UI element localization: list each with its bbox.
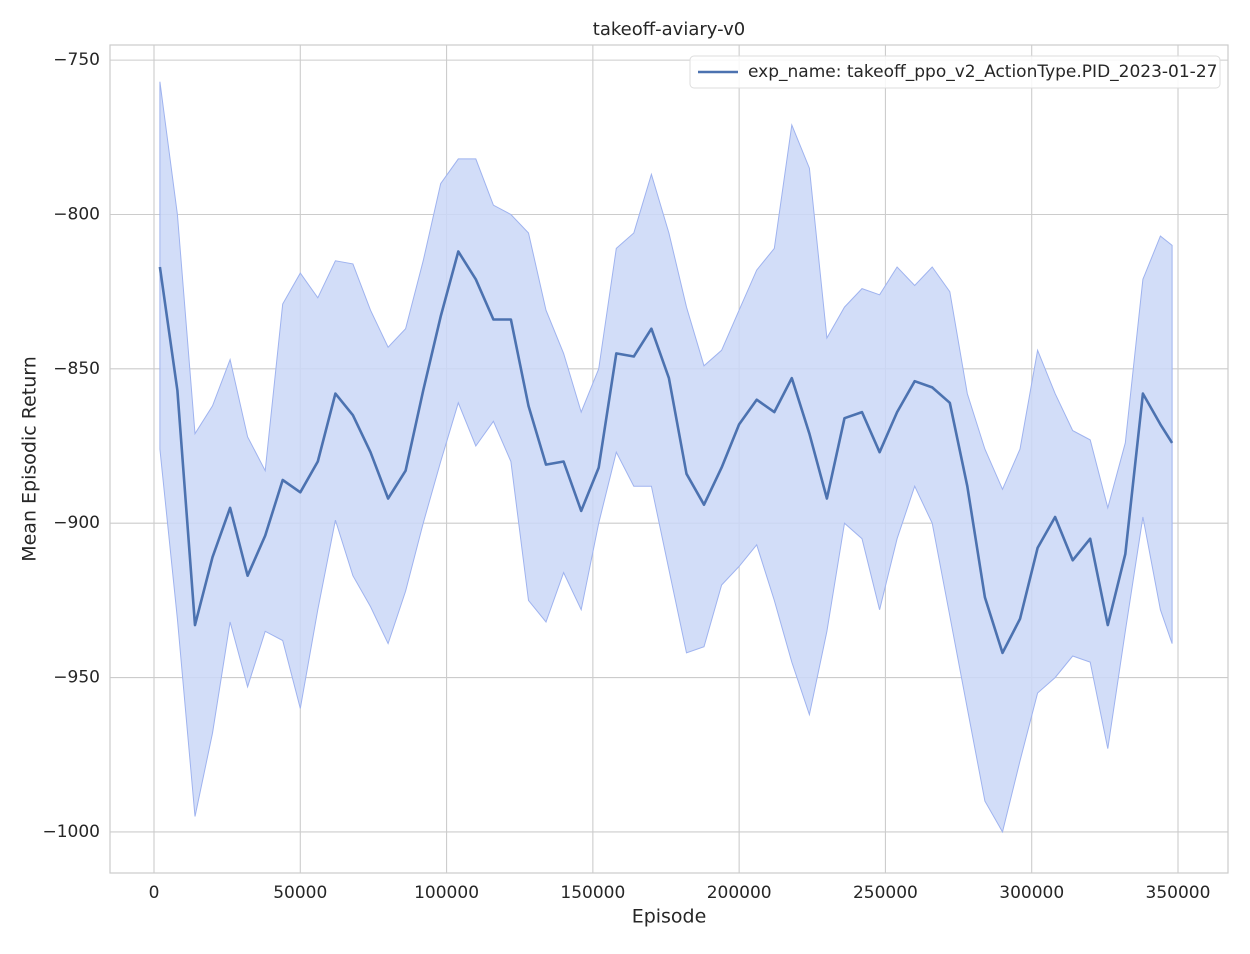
x-tick-label: 300000 xyxy=(999,883,1064,903)
legend-label: exp_name: takeoff_ppo_v2_ActionType.PID_… xyxy=(748,62,1217,82)
x-tick-label: 250000 xyxy=(853,883,918,903)
legend: exp_name: takeoff_ppo_v2_ActionType.PID_… xyxy=(689,55,1221,89)
bands xyxy=(159,81,1173,834)
confidence-band xyxy=(159,81,1173,834)
x-tick-label: 100000 xyxy=(414,883,479,903)
y-tick-label: −750 xyxy=(53,50,100,70)
x-axis-label: Episode xyxy=(632,906,707,928)
x-tick-label: 0 xyxy=(149,883,160,903)
x-tick-label: 350000 xyxy=(1146,883,1211,903)
y-tick-label: −1000 xyxy=(42,822,100,842)
legend-box xyxy=(689,55,1221,89)
y-tick-label: −800 xyxy=(53,204,100,224)
tick-labels: 0 50000 100000 150000 200000 250000 300000 3500… xyxy=(42,50,1210,903)
y-tick-label: −900 xyxy=(53,513,100,533)
plot-frame xyxy=(109,44,1229,874)
y-tick-label: −950 xyxy=(53,668,100,688)
y-axis-label: Mean Episodic Return xyxy=(19,356,41,562)
lines xyxy=(158,250,1174,655)
chart-title: takeoff-aviary-v0 xyxy=(593,19,745,40)
mean-line xyxy=(158,250,1174,655)
x-tick-label: 200000 xyxy=(707,883,772,903)
y-tick-label: −850 xyxy=(53,359,100,379)
x-tick-label: 150000 xyxy=(560,883,625,903)
x-tick-label: 50000 xyxy=(273,883,327,903)
